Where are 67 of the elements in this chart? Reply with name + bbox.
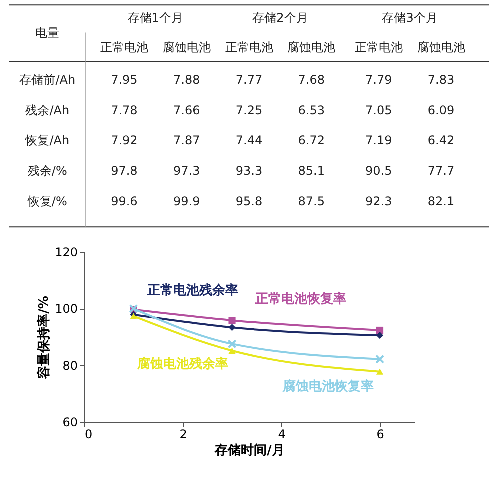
- text: 7.05: [365, 103, 392, 118]
- point: [376, 326, 384, 334]
- text: 7.19: [365, 134, 392, 148]
- point: [376, 368, 384, 375]
- text: 正常电池: [225, 40, 274, 55]
- text: 97.3: [173, 164, 200, 178]
- x-tick-label: 0: [85, 428, 93, 442]
- text: 77.7: [428, 164, 455, 178]
- text: 7.88: [173, 72, 200, 87]
- series-label: 腐蚀电池恢复率: [282, 378, 374, 395]
- y-tick-label: 100: [55, 302, 78, 316]
- text: 82.1: [428, 194, 455, 208]
- text: 95.8: [236, 194, 263, 208]
- text: 7.87: [173, 134, 200, 148]
- text: 85.1: [298, 164, 326, 178]
- text: 7.68: [298, 72, 326, 87]
- text: 7.44: [236, 134, 263, 148]
- text: 92.3: [365, 194, 392, 208]
- x-axis-title: 存储时间/月: [214, 444, 285, 458]
- text: 正常电池: [354, 40, 403, 55]
- text: 6.42: [428, 134, 455, 148]
- point: [228, 348, 236, 354]
- text: 存储前/Ah: [20, 72, 76, 87]
- text: 电量: [36, 26, 60, 40]
- text: 恢复/Ah: [24, 134, 70, 148]
- y-tick-label: 60: [62, 416, 78, 430]
- text: 存储3个月: [382, 10, 438, 25]
- text: 7.92: [111, 134, 138, 148]
- text: 6.09: [428, 103, 455, 118]
- point: [375, 354, 385, 364]
- y-tick-label: 80: [62, 358, 78, 373]
- point: [376, 332, 384, 340]
- text: 存储1个月: [128, 10, 184, 25]
- series-label: 正常电池残余率: [146, 282, 238, 298]
- text: 正常电池: [100, 40, 148, 55]
- x-tick-label: 6: [376, 428, 384, 442]
- text: 腐蚀电池: [162, 40, 211, 55]
- text: 残余/%: [28, 164, 68, 178]
- text: 存储2个月: [252, 10, 308, 25]
- text: 97.8: [111, 164, 138, 178]
- text: 99.6: [111, 194, 138, 208]
- text: 6.53: [298, 103, 326, 118]
- text: 7.66: [173, 103, 200, 118]
- text: 99.9: [173, 194, 200, 208]
- series-label: 腐蚀电池残余率: [136, 356, 229, 372]
- text: 7.95: [111, 72, 138, 87]
- text: 7.77: [236, 72, 263, 87]
- text: 7.79: [365, 72, 392, 87]
- point: [228, 317, 236, 324]
- text: 6.72: [298, 134, 326, 148]
- point: [228, 324, 236, 332]
- y-axis-title: 容量保持率/%: [36, 296, 52, 380]
- text: 7.78: [111, 103, 138, 118]
- text: 恢复/%: [26, 194, 68, 208]
- x-tick-label: 2: [180, 428, 188, 442]
- text: 7.25: [236, 103, 263, 118]
- series-label: 正常电池恢复率: [254, 290, 347, 307]
- point: [228, 340, 237, 349]
- x-tick-label: 4: [278, 428, 286, 442]
- y-tick-label: 120: [55, 246, 78, 260]
- text: 90.5: [365, 164, 392, 178]
- text: 残余/Ah: [26, 103, 70, 118]
- text: 87.5: [298, 194, 326, 208]
- text: 腐蚀电池: [417, 40, 466, 55]
- text: 7.83: [428, 72, 455, 87]
- text: 腐蚀电池: [288, 40, 336, 55]
- text: 93.3: [236, 164, 263, 178]
